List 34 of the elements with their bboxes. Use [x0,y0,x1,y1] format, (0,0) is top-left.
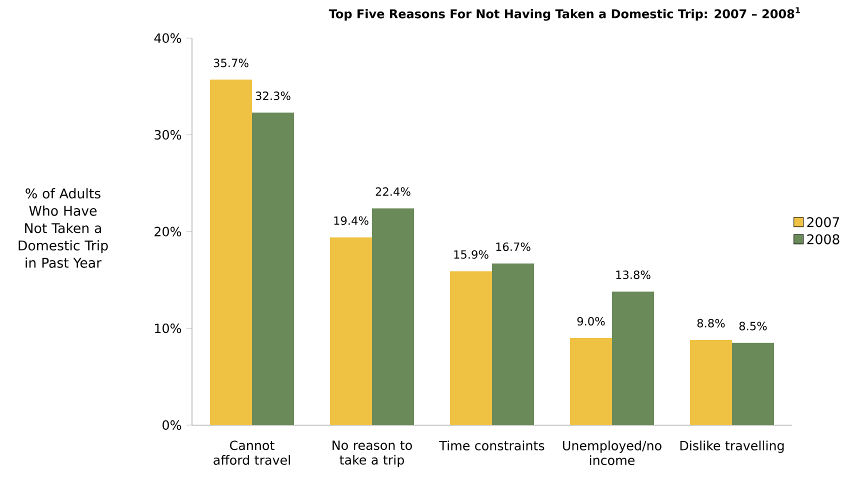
bar [690,340,732,426]
bar [372,208,414,426]
legend-label: 2008 [807,234,840,244]
x-tick-label: Time constraints [439,440,544,450]
y-tick-label: 40% [154,33,182,43]
x-tick-label: No reason to take a trip [332,440,412,468]
bar [210,80,252,426]
y-axis-title: % of Adults Who Have Not Taken a Domestic Trip in Past Year [18,188,108,268]
x-tick-label: Unemployed/no income [563,440,662,466]
y-tick-label: 20% [154,226,182,236]
y-tick-label: 10% [155,324,182,334]
bar [252,112,294,426]
x-tick-label: Dislike travelling [680,440,784,453]
data-label: 19.4% [334,216,368,225]
data-label: 35.7% [214,58,248,68]
x-tick-label: Cannot afford travel [214,440,290,465]
data-label: 16.7% [496,242,530,252]
data-label: 22.4% [376,187,410,196]
data-label: 15.9% [454,250,488,259]
data-label: 13.8% [616,270,650,280]
y-tick-label: 30% [154,130,182,140]
y-tick-label: 0% [162,420,182,430]
chart-title: Top Five Reasons For Not Having Taken a Domestic Trip: 2007 – 2008$^{1}$ [328,7,800,21]
data-label: 32.3% [256,92,290,100]
data-label: 9.0% [577,316,605,326]
legend-label: 2007 [807,217,840,228]
bar [612,292,654,426]
bar [492,264,534,426]
bar [450,271,492,426]
data-label: 8.8% [697,318,725,328]
bar [570,338,612,426]
bar [330,237,372,426]
bar [732,342,774,426]
data-label: 8.5% [739,322,767,330]
